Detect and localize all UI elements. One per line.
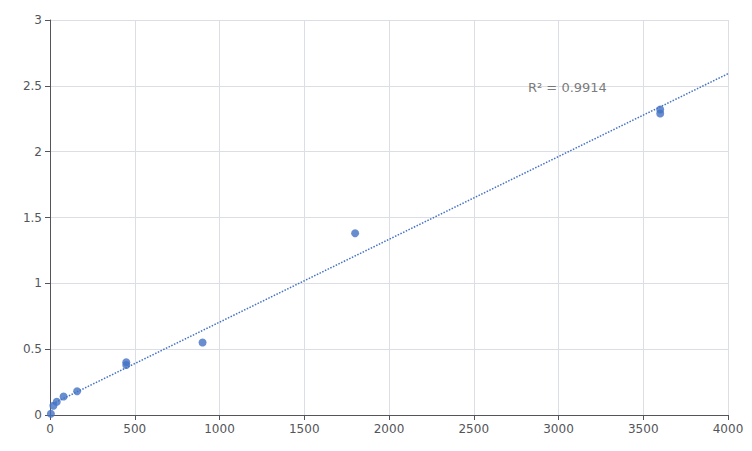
svg-text:2500: 2500 xyxy=(458,422,489,436)
svg-text:4000: 4000 xyxy=(713,422,744,436)
svg-text:500: 500 xyxy=(123,422,146,436)
svg-text:2.5: 2.5 xyxy=(23,79,42,93)
svg-text:1.5: 1.5 xyxy=(23,211,42,225)
svg-text:1000: 1000 xyxy=(204,422,235,436)
svg-text:1500: 1500 xyxy=(289,422,320,436)
svg-text:1: 1 xyxy=(34,276,42,290)
svg-text:2000: 2000 xyxy=(374,422,405,436)
svg-text:3000: 3000 xyxy=(543,422,574,436)
svg-text:0: 0 xyxy=(34,408,42,422)
svg-text:3: 3 xyxy=(34,13,42,27)
svg-text:0.5: 0.5 xyxy=(23,342,42,356)
svg-text:2: 2 xyxy=(34,145,42,159)
svg-text:R² = 0.9914: R² = 0.9914 xyxy=(528,80,607,95)
svg-text:3500: 3500 xyxy=(628,422,659,436)
svg-text:0: 0 xyxy=(46,422,54,436)
